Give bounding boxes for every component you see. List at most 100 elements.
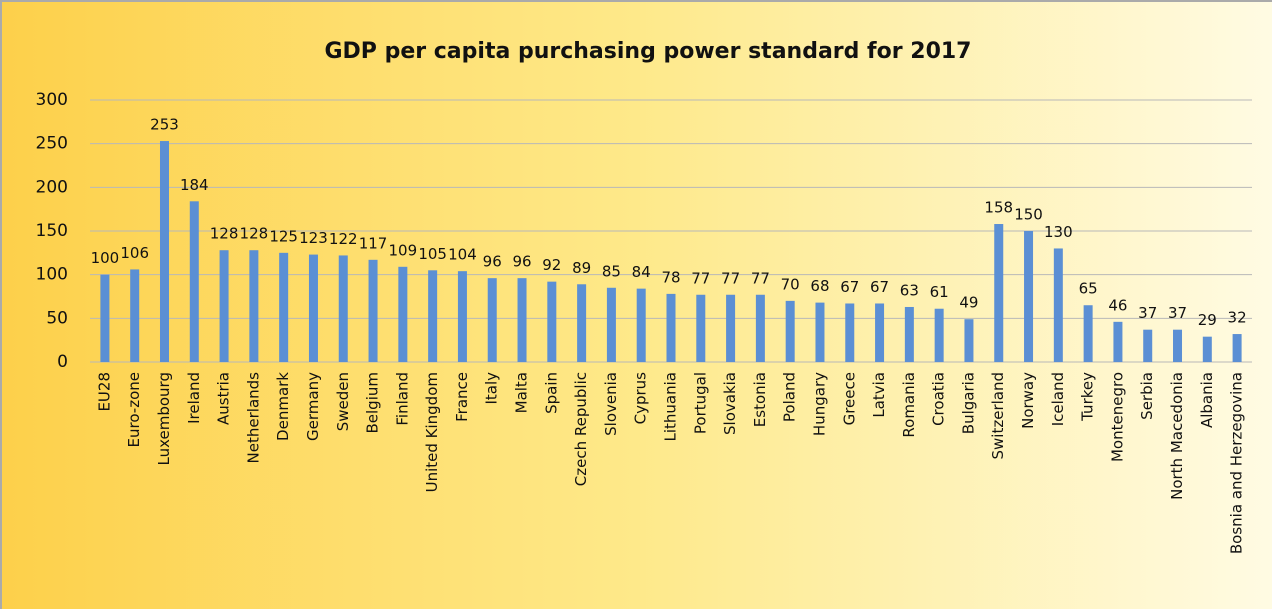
bar — [1024, 231, 1034, 362]
value-label: 67 — [870, 278, 889, 296]
value-label: 184 — [180, 176, 209, 194]
bar — [815, 302, 825, 362]
x-tick-label: Estonia — [751, 372, 769, 427]
bar — [1113, 321, 1123, 362]
bar — [1232, 334, 1242, 362]
value-label: 150 — [1014, 206, 1043, 224]
x-tick-label: Czech Republic — [572, 372, 590, 486]
x-tick-label: Germany — [304, 372, 322, 441]
x-tick-label: Bosnia and Herzegovina — [1228, 372, 1246, 554]
value-label: 49 — [959, 294, 978, 312]
y-tick-label: 250 — [36, 134, 68, 154]
bar — [1173, 329, 1183, 362]
value-label: 84 — [632, 263, 651, 281]
x-tick-label: Denmark — [274, 372, 292, 441]
bar — [606, 287, 616, 362]
bar — [785, 300, 795, 362]
value-label: 78 — [661, 268, 680, 286]
x-tick-label: United Kingdom — [423, 372, 441, 492]
x-tick-label: Lithuania — [662, 372, 680, 441]
value-label: 63 — [900, 281, 919, 299]
value-label: 68 — [810, 277, 829, 295]
bar — [189, 201, 199, 362]
x-tick-label: Spain — [542, 372, 560, 414]
x-tick-label: Netherlands — [244, 372, 262, 464]
value-label: 253 — [150, 116, 179, 134]
value-label: 117 — [359, 234, 388, 252]
bar — [577, 284, 587, 362]
value-label: 130 — [1044, 223, 1073, 241]
bar — [457, 271, 467, 362]
value-label: 37 — [1138, 304, 1157, 322]
bar — [338, 255, 348, 362]
bar — [755, 294, 765, 362]
x-tick-label: North Macedonia — [1168, 372, 1186, 500]
x-tick-label: Croatia — [930, 372, 948, 426]
value-label: 128 — [210, 225, 239, 243]
value-label: 96 — [512, 253, 531, 271]
x-tick-label: EU28 — [95, 372, 113, 412]
x-tick-label: Sweden — [334, 372, 352, 431]
x-tick-label: Euro-zone — [125, 372, 143, 447]
y-tick-label: 150 — [36, 221, 68, 241]
x-tick-label: Cyprus — [632, 372, 650, 425]
y-tick-label: 200 — [36, 177, 68, 197]
x-tick-label: Iceland — [1049, 372, 1067, 426]
value-label: 32 — [1228, 309, 1247, 327]
value-label: 123 — [299, 229, 328, 247]
bar — [308, 254, 318, 362]
bar — [159, 141, 169, 362]
bar — [964, 319, 974, 362]
x-tick-label: Serbia — [1138, 372, 1156, 420]
value-label: 105 — [418, 245, 447, 263]
x-tick-label: Belgium — [364, 372, 382, 434]
value-label: 37 — [1168, 304, 1187, 322]
value-label: 106 — [120, 244, 149, 262]
bar — [219, 250, 229, 362]
x-tick-label: Finland — [393, 372, 411, 426]
value-label: 70 — [781, 275, 800, 293]
value-label: 29 — [1198, 311, 1217, 329]
value-label: 158 — [984, 199, 1013, 217]
value-label: 100 — [91, 249, 120, 267]
x-tick-label: Turkey — [1079, 372, 1097, 422]
value-label: 77 — [751, 269, 770, 287]
x-tick-label: Greece — [840, 372, 858, 425]
x-tick-label: Latvia — [870, 372, 888, 418]
bar — [934, 308, 944, 362]
value-label: 96 — [483, 253, 502, 271]
value-label: 104 — [448, 246, 477, 264]
bar — [696, 294, 706, 362]
chart-title: GDP per capita purchasing power standard… — [324, 39, 971, 64]
value-label: 77 — [691, 269, 710, 287]
bar — [666, 293, 676, 362]
bar — [1202, 336, 1212, 362]
x-tick-label: Malta — [513, 372, 531, 413]
y-tick-label: 50 — [46, 308, 68, 328]
value-label: 89 — [572, 259, 591, 277]
bar — [1083, 305, 1093, 362]
bar — [636, 288, 646, 362]
bar — [1053, 248, 1063, 362]
value-label: 128 — [240, 225, 269, 243]
x-tick-label: Bulgaria — [959, 372, 977, 434]
bar — [845, 303, 855, 362]
x-tick-label: Hungary — [810, 372, 828, 436]
x-tick-label: Norway — [1019, 372, 1037, 429]
bar — [487, 278, 497, 362]
value-label: 67 — [840, 278, 859, 296]
y-tick-label: 300 — [36, 90, 68, 110]
value-label: 61 — [930, 283, 949, 301]
x-tick-label: Switzerland — [989, 372, 1007, 460]
x-tick-label: Italy — [483, 372, 501, 405]
bar — [904, 306, 914, 362]
x-tick-label: Romania — [900, 372, 918, 438]
x-tick-label: Slovenia — [602, 372, 620, 436]
x-tick-label: Montenegro — [1108, 372, 1126, 462]
bar — [100, 274, 110, 362]
bar — [547, 281, 557, 362]
bar — [130, 269, 140, 362]
bar — [428, 270, 438, 362]
